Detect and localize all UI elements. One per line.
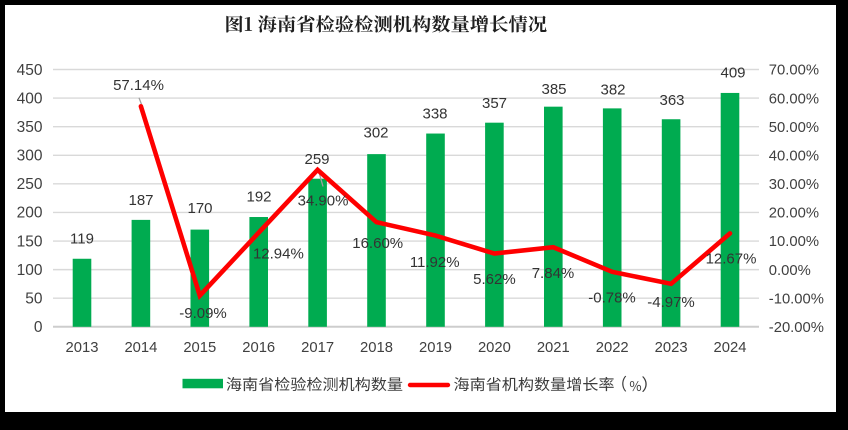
svg-text:200: 200 [17,205,43,222]
svg-text:338: 338 [422,106,447,123]
svg-text:400: 400 [17,90,43,107]
svg-text:-4.97%: -4.97% [647,294,695,311]
svg-text:385: 385 [541,81,566,98]
svg-text:2020: 2020 [478,340,511,356]
svg-text:363: 363 [659,92,684,109]
svg-text:34.90%: 34.90% [298,192,349,209]
svg-text:409: 409 [720,64,745,81]
svg-text:150: 150 [17,233,43,250]
svg-text:2023: 2023 [655,340,688,356]
svg-text:60.00%: 60.00% [769,91,819,107]
svg-text:10.00%: 10.00% [769,234,819,250]
svg-text:5.62%: 5.62% [473,271,516,288]
svg-text:-10.00%: -10.00% [769,291,824,307]
svg-text:2014: 2014 [124,340,157,356]
svg-text:100: 100 [17,262,43,279]
svg-text:12.94%: 12.94% [253,245,304,262]
svg-text:302: 302 [363,125,388,142]
svg-text:2016: 2016 [242,340,275,356]
svg-text:187: 187 [128,192,153,209]
svg-text:2017: 2017 [301,340,334,356]
svg-text:300: 300 [17,148,43,165]
svg-text:357: 357 [482,95,507,112]
svg-text:0: 0 [34,319,43,336]
svg-text:2021: 2021 [537,340,570,356]
svg-text:50.00%: 50.00% [769,120,819,136]
svg-text:-20.00%: -20.00% [769,320,824,336]
svg-text:70.00%: 70.00% [769,63,819,79]
svg-text:16.60%: 16.60% [352,235,403,252]
svg-text:250: 250 [17,176,43,193]
svg-text:40.00%: 40.00% [769,149,819,165]
svg-text:-0.78%: -0.78% [588,290,636,307]
svg-text:2022: 2022 [596,340,629,356]
svg-text:12.67%: 12.67% [706,251,757,268]
svg-text:7.84%: 7.84% [532,265,575,282]
svg-text:20.00%: 20.00% [769,206,819,222]
svg-text:192: 192 [246,188,271,205]
svg-text:2024: 2024 [714,340,747,356]
svg-text:2018: 2018 [360,340,393,356]
svg-text:11.92%: 11.92% [410,254,460,271]
svg-text:-9.09%: -9.09% [179,305,227,322]
svg-text:57.14%: 57.14% [113,77,164,94]
svg-text:350: 350 [17,119,43,136]
svg-text:382: 382 [600,81,625,98]
svg-text:259: 259 [304,151,329,168]
svg-text:170: 170 [187,200,212,217]
svg-text:2019: 2019 [419,340,452,356]
svg-text:2015: 2015 [183,340,216,356]
svg-text:50: 50 [25,291,43,308]
svg-text:0.00%: 0.00% [769,263,811,279]
svg-text:30.00%: 30.00% [769,177,819,193]
svg-text:119: 119 [70,230,94,247]
svg-text:2013: 2013 [66,340,99,356]
svg-text:450: 450 [17,62,43,79]
